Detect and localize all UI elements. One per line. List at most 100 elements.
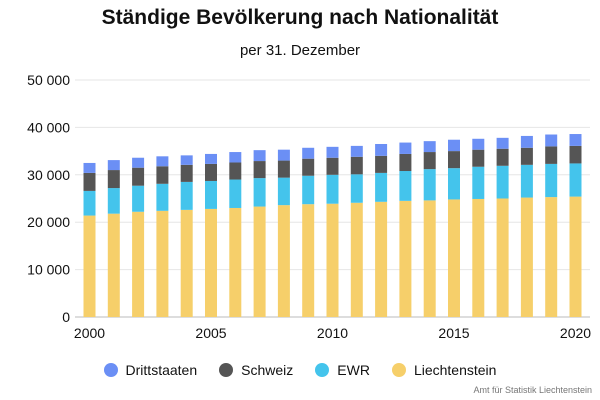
bar-segment-schweiz-2000 (83, 172, 96, 191)
bar-segment-ewr-2011 (350, 174, 363, 203)
y-tick-label: 20 000 (27, 214, 70, 230)
bar-segment-schweiz-2008 (277, 160, 290, 178)
bar-segment-ewr-2020 (569, 163, 582, 197)
bar-segment-schweiz-2019 (545, 146, 558, 164)
bar-segment-schweiz-2012 (375, 155, 388, 173)
bar-segment-drittstaaten-2018 (520, 135, 533, 148)
bar-segment-schweiz-2018 (520, 147, 533, 165)
x-tick-label: 2015 (438, 325, 469, 341)
chart-subtitle: per 31. Dezember (239, 42, 361, 59)
bar-segment-liechtenstein-2006 (229, 207, 242, 317)
bar-segment-liechtenstein-2014 (423, 200, 436, 317)
bar-segment-drittstaaten-2006 (229, 152, 242, 163)
bar-segment-drittstaaten-2017 (496, 137, 509, 149)
legend-item-ewr[interactable]: EWR (315, 362, 370, 378)
bar-segment-liechtenstein-2020 (569, 196, 582, 317)
bar-segment-drittstaaten-2000 (83, 162, 96, 173)
y-tick-label: 40 000 (27, 119, 70, 135)
bar-segment-liechtenstein-2002 (132, 211, 145, 317)
bar-segment-liechtenstein-2009 (302, 204, 315, 317)
bar-segment-liechtenstein-2010 (326, 203, 339, 317)
bar-segment-ewr-2012 (375, 172, 388, 202)
y-tick-label: 0 (62, 309, 70, 325)
legend-item-schweiz[interactable]: Schweiz (219, 362, 293, 378)
bar-segment-schweiz-2004 (180, 164, 193, 182)
bar-segment-schweiz-2010 (326, 157, 339, 175)
bar-segment-drittstaaten-2003 (156, 156, 169, 167)
bar-segment-ewr-2013 (399, 171, 412, 201)
x-tick-label: 2010 (317, 325, 348, 341)
bar-segment-ewr-2001 (107, 188, 120, 214)
bar-segment-drittstaaten-2007 (253, 150, 266, 162)
bar-segment-liechtenstein-2000 (83, 215, 96, 317)
bar-segment-schweiz-2011 (350, 156, 363, 175)
bar-segment-ewr-2016 (472, 166, 485, 199)
bar-segment-ewr-2008 (277, 177, 290, 206)
legend-marker (219, 363, 234, 377)
bar-segment-schweiz-2017 (496, 148, 509, 166)
chart-title: Ständige Bevölkerung nach Nationalität (101, 6, 499, 29)
bar-segment-schweiz-2006 (229, 162, 242, 180)
bar-segment-schweiz-2015 (448, 151, 460, 169)
bar-segment-liechtenstein-2013 (399, 200, 412, 317)
bar-segment-drittstaaten-2011 (350, 145, 363, 157)
bar-segment-schweiz-2020 (569, 145, 582, 164)
bar-segment-schweiz-2007 (253, 161, 266, 179)
legend: Drittstaaten Schweiz EWR Liechtenstein (0, 362, 600, 378)
bar-segment-liechtenstein-2007 (253, 206, 266, 317)
bar-segment-ewr-2009 (302, 175, 315, 205)
legend-item-drittstaaten[interactable]: Drittstaaten (103, 362, 198, 378)
bar-segment-ewr-2002 (132, 185, 145, 212)
bar-segment-liechtenstein-2012 (375, 201, 388, 317)
y-tick-label: 50 000 (27, 72, 70, 88)
legend-label: Drittstaaten (125, 362, 198, 378)
bar-segment-ewr-2007 (253, 178, 266, 207)
bar-segment-drittstaaten-2005 (205, 153, 217, 164)
bar-segment-schweiz-2009 (302, 158, 315, 176)
bar-segment-drittstaaten-2015 (448, 139, 460, 152)
legend-label: Liechtenstein (413, 362, 497, 378)
bar-segment-schweiz-2014 (423, 152, 436, 170)
source-credit: Amt für Statistik Liechtenstein (473, 385, 592, 395)
y-tick-label: 10 000 (27, 262, 70, 278)
legend-label: EWR (337, 362, 370, 378)
bar-segment-ewr-2005 (205, 180, 217, 209)
bar-segment-liechtenstein-2019 (545, 197, 558, 317)
legend-marker (315, 363, 330, 377)
bar-segment-drittstaaten-2001 (107, 160, 120, 171)
legend-marker (391, 363, 406, 377)
bar-segment-ewr-2018 (520, 164, 533, 198)
x-tick-label: 2005 (195, 325, 226, 341)
bar-segment-ewr-2010 (326, 174, 339, 204)
y-tick-label: 30 000 (27, 167, 70, 183)
bar-segment-schweiz-2002 (132, 167, 145, 186)
bar-segment-ewr-2000 (83, 190, 96, 216)
x-tick-label: 2000 (74, 325, 105, 341)
bar-segment-ewr-2006 (229, 179, 242, 208)
bar-segment-liechtenstein-2003 (156, 210, 169, 317)
bar-segment-drittstaaten-2010 (326, 146, 339, 158)
bar-segment-liechtenstein-2016 (472, 198, 485, 317)
bar-segment-drittstaaten-2002 (132, 157, 145, 168)
bar-segment-liechtenstein-2005 (205, 208, 217, 317)
bar-segment-drittstaaten-2016 (472, 138, 485, 150)
legend-label: Schweiz (241, 362, 294, 378)
legend-marker (103, 363, 118, 377)
bar-segment-ewr-2014 (423, 169, 436, 201)
bar-segment-liechtenstein-2004 (180, 209, 193, 317)
bar-segment-liechtenstein-2008 (277, 205, 290, 317)
legend-item-liechtenstein[interactable]: Liechtenstein (391, 362, 497, 378)
bar-segment-ewr-2003 (156, 183, 169, 211)
bar-segment-drittstaaten-2012 (375, 143, 388, 156)
bar-segment-ewr-2004 (180, 181, 193, 210)
bar-segment-drittstaaten-2014 (423, 141, 436, 153)
bar-segment-drittstaaten-2013 (399, 142, 412, 154)
bar-segment-drittstaaten-2019 (545, 134, 558, 147)
bar-segment-liechtenstein-2011 (350, 202, 363, 317)
bar-segment-drittstaaten-2008 (277, 149, 290, 161)
bar-segment-drittstaaten-2004 (180, 155, 193, 165)
bar-segment-schweiz-2013 (399, 153, 412, 172)
bar-segment-schweiz-2001 (107, 170, 120, 189)
bar-segment-drittstaaten-2020 (569, 134, 582, 146)
